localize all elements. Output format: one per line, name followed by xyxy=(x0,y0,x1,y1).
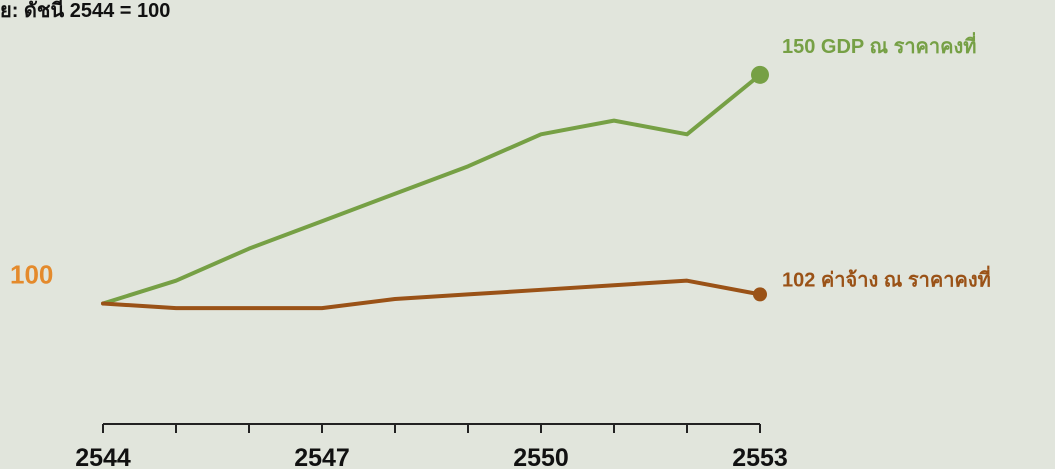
baseline-value-label: 100 xyxy=(10,260,53,290)
x-tick-label: 2547 xyxy=(294,444,350,469)
x-tick-label: 2544 xyxy=(75,444,131,469)
series-line xyxy=(101,72,762,306)
chart-subtitle: ย: ดัชนี 2544 = 100 xyxy=(0,0,171,22)
series-line xyxy=(101,278,762,311)
x-tick-label: 2550 xyxy=(513,444,569,469)
series-end-marker xyxy=(751,65,769,84)
series-end-label: 150 GDP ณ ราคาคงที่ xyxy=(782,31,976,58)
x-tick-label: 2553 xyxy=(732,444,788,469)
series-end-label: 102 ค่าจ้าง ณ ราคาคงที่ xyxy=(782,264,991,291)
series-end-marker xyxy=(753,287,767,302)
